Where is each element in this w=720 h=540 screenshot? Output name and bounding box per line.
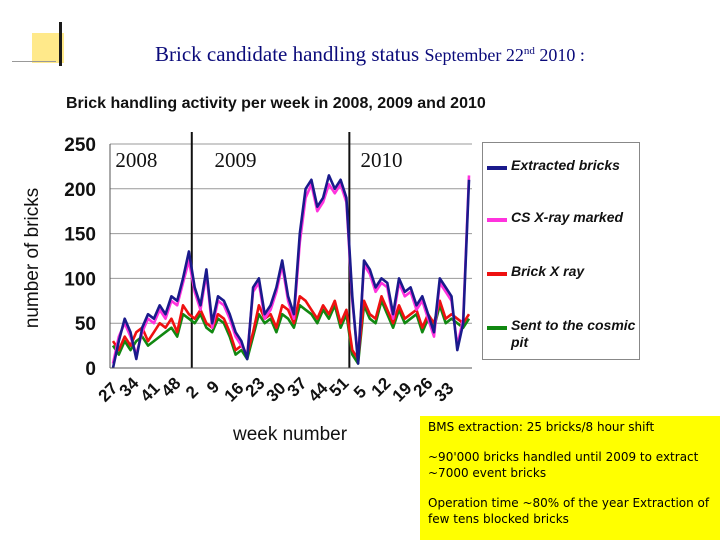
- legend: Extracted bricks CS X-ray marked Brick X…: [482, 142, 640, 360]
- x-tick-label-1: 34: [116, 373, 143, 400]
- x-tick-label-6: 16: [221, 379, 248, 406]
- y-axis-label: number of bricks: [22, 188, 43, 328]
- series-line-0: [111, 174, 471, 369]
- x-tick-label-3: 48: [158, 374, 185, 401]
- x-tick-label-8: 30: [263, 379, 290, 406]
- slide-title-main: Brick candidate handling status: [155, 42, 420, 66]
- info-line-3: Operation time ~80% of the year Extracti…: [428, 496, 710, 526]
- legend-swatch-extracted: [487, 166, 507, 170]
- x-tick-label-15: 26: [410, 374, 437, 401]
- x-tick-label-13: 12: [368, 374, 395, 401]
- legend-item-extracted: Extracted bricks: [487, 157, 641, 174]
- legend-label-extracted: Extracted bricks: [511, 157, 620, 173]
- x-tick-label-0: 27: [95, 379, 122, 406]
- slide-title-date-suffix: 2010 :: [534, 45, 585, 65]
- slide-title-date-sup: nd: [523, 45, 535, 57]
- info-box: BMS extraction: 25 bricks/8 hour shift ~…: [420, 416, 720, 540]
- legend-item-brick-xray: Brick X ray: [487, 263, 641, 280]
- y-tick-label-0: 0: [85, 359, 96, 380]
- legend-swatch-brick-xray: [487, 272, 507, 276]
- x-tick-label-14: 19: [389, 379, 416, 406]
- y-tick-label-5: 250: [64, 135, 96, 156]
- series-line-2: [111, 294, 471, 361]
- chart-title: Brick handling activity per week in 2008…: [66, 95, 486, 112]
- legend-label-brick-xray: Brick X ray: [511, 263, 585, 279]
- x-tick-label-11: 51: [326, 374, 353, 401]
- x-tick-label-4: 2: [182, 382, 202, 402]
- decor-horizontal-line: [12, 61, 56, 62]
- series-line-3: [111, 299, 471, 365]
- year-label-2010: 2010: [360, 148, 402, 172]
- decor-square: [32, 33, 64, 63]
- info-line-2: ~90'000 bricks handled until 2009 to ext…: [428, 450, 699, 480]
- legend-item-cs-xray: CS X-ray marked: [487, 209, 641, 226]
- slide-title-date-prefix: September 22: [424, 45, 524, 65]
- x-tick-label-5: 9: [203, 377, 223, 397]
- year-label-2008: 2008: [115, 148, 157, 172]
- y-tick-label-1: 50: [75, 314, 96, 335]
- x-tick-label-9: 37: [284, 374, 311, 401]
- legend-swatch-cosmic: [487, 326, 507, 330]
- x-tick-label-2: 41: [137, 379, 164, 406]
- slide-title-date: September 22nd 2010 :: [424, 45, 585, 65]
- x-tick-label-12: 5: [350, 382, 370, 402]
- legend-label-cs-xray: CS X-ray marked: [511, 209, 624, 225]
- legend-item-cosmic: Sent to the cosmic pit: [487, 317, 641, 351]
- info-line-1: BMS extraction: 25 bricks/8 hour shift: [428, 420, 655, 434]
- x-axis-label: week number: [232, 424, 348, 445]
- y-tick-label-4: 200: [64, 180, 96, 201]
- legend-label-cosmic: Sent to the cosmic pit: [511, 317, 636, 350]
- x-tick-label-10: 44: [305, 378, 332, 405]
- decor-vertical-line: [59, 22, 62, 66]
- y-tick-label-3: 150: [64, 225, 96, 246]
- year-label-2009: 2009: [215, 148, 257, 172]
- x-tick-label-7: 23: [242, 374, 269, 401]
- x-tick-label-16: 33: [431, 379, 458, 406]
- legend-swatch-cs-xray: [487, 218, 507, 222]
- series-line-1: [111, 175, 471, 364]
- y-tick-label-2: 100: [64, 269, 96, 290]
- slide-title: Brick candidate handling status Septembe…: [155, 42, 585, 67]
